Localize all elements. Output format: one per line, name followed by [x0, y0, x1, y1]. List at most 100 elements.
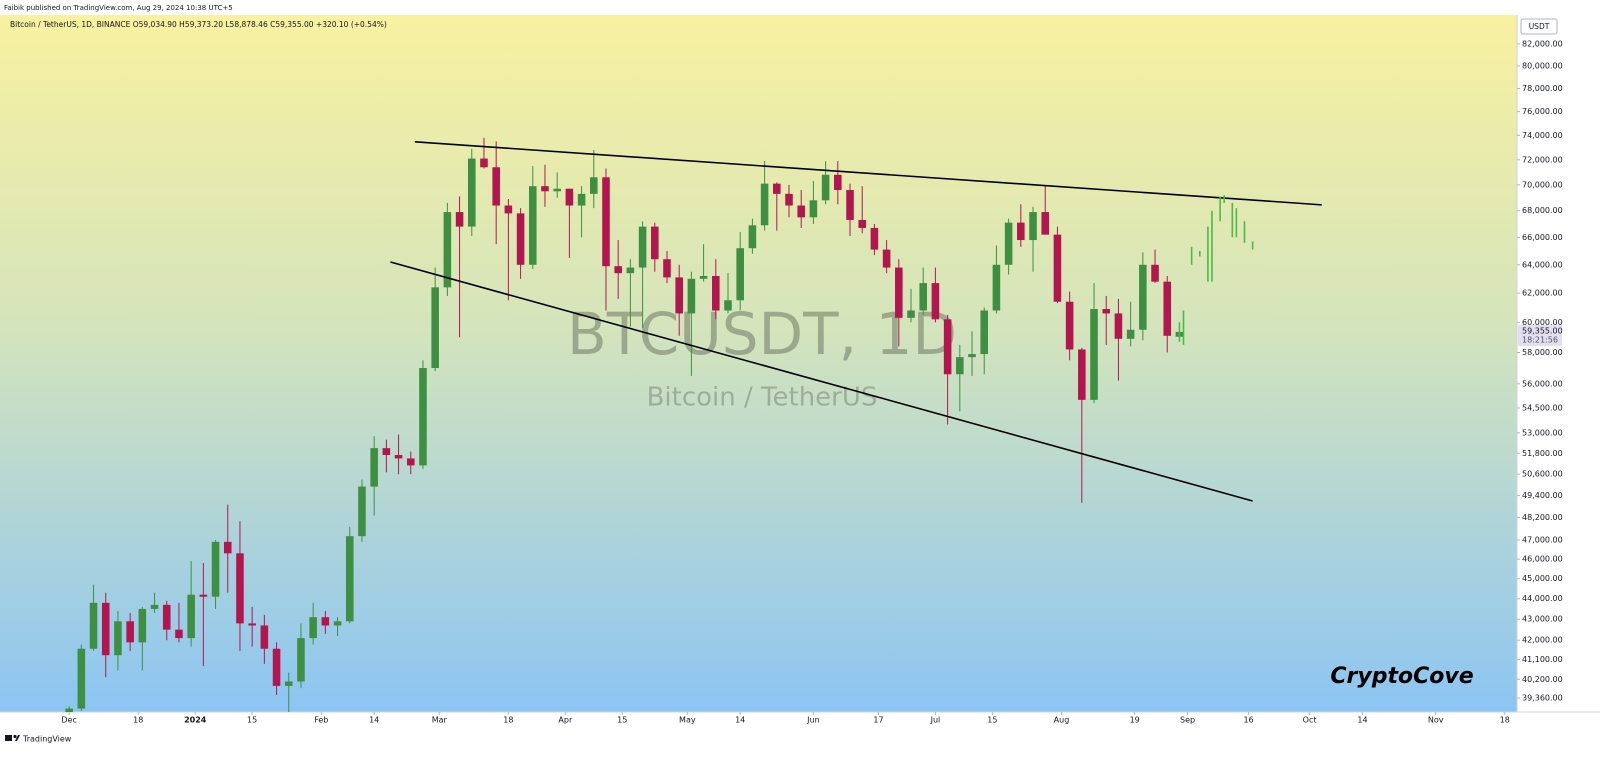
candle-body: [895, 267, 903, 318]
y-tick-label: 78,000.00: [1522, 84, 1563, 93]
last-price-label: 59,355.00: [1522, 326, 1563, 335]
last-price-badge: [1518, 324, 1562, 346]
candle-body: [248, 623, 256, 626]
candle-body: [614, 266, 622, 274]
y-tick-label: 70,000.00: [1522, 180, 1563, 189]
y-tick-label: 43,000.00: [1522, 615, 1563, 624]
candle-body: [748, 225, 757, 249]
y-tick-label: 45,000.00: [1522, 574, 1563, 583]
candle-body: [297, 638, 305, 682]
symbol-legend: Bitcoin / TetherUS, 1D, BINANCE O59,034.…: [10, 20, 387, 29]
candle-body: [187, 594, 195, 639]
x-tick-label: Feb: [314, 716, 328, 725]
candle-body: [1102, 309, 1111, 314]
candle-body: [138, 608, 147, 643]
candle-body: [321, 617, 330, 626]
candle-body: [382, 448, 391, 456]
y-tick-label: 62,000.00: [1522, 289, 1563, 298]
candle-body: [809, 200, 818, 218]
candle-body: [602, 177, 610, 267]
candle-body: [65, 708, 73, 712]
x-tick-label: 15: [247, 716, 257, 725]
y-tick-label: 51,800.00: [1522, 449, 1563, 458]
candle-body: [492, 167, 500, 206]
candle-body: [504, 205, 513, 214]
x-tick-label: 15: [987, 716, 997, 725]
y-tick-label: 60,000.00: [1522, 318, 1563, 327]
candle-body: [797, 205, 805, 218]
candle-body: [1090, 309, 1098, 400]
y-tick-label: 46,000.00: [1522, 555, 1563, 564]
x-tick-label: May: [679, 716, 696, 725]
candle-body: [101, 602, 110, 656]
candle-body: [175, 629, 183, 639]
trend-line: [390, 261, 1253, 502]
candle-body: [126, 621, 134, 643]
y-tick-label: 80,000.00: [1522, 61, 1563, 70]
currency-label[interactable]: USDT: [1529, 22, 1550, 31]
y-tick-label: 42,000.00: [1522, 636, 1563, 645]
candle-body: [260, 625, 269, 649]
y-tick-label: 54,500.00: [1522, 403, 1563, 412]
candle-body: [528, 186, 537, 265]
candle-body: [846, 190, 854, 220]
candle-body: [223, 541, 232, 554]
candle-body: [931, 283, 940, 320]
bar-countdown: 18:21:56: [1522, 335, 1558, 344]
description-watermark: Bitcoin / TetherUS: [647, 383, 878, 413]
y-tick-label: 41,100.00: [1522, 655, 1563, 664]
candle-body: [1065, 301, 1074, 350]
candle-body: [675, 277, 683, 314]
axes: 82,000.00 80,000.00 78,000.00 76,000.00 74,0…: [61, 39, 1562, 724]
candle-body: [541, 186, 549, 192]
y-tick-label: 47,000.00: [1522, 535, 1563, 544]
candle-body: [577, 193, 586, 206]
candle-body: [870, 227, 879, 250]
candle-body: [992, 264, 1001, 311]
trend-line: [414, 140, 1322, 206]
candle-body: [443, 212, 452, 288]
candle-body: [736, 248, 744, 301]
candle-body: [1041, 212, 1050, 235]
plot-area: [65, 137, 1322, 712]
y-tick-label: 64,000.00: [1522, 260, 1563, 269]
footer-brand: TradingView: [22, 735, 72, 744]
x-tick-label: Mar: [432, 716, 448, 725]
candle-body: [345, 536, 354, 622]
candle-body: [1114, 313, 1123, 339]
candle-body: [724, 300, 732, 311]
candle-body: [284, 681, 293, 686]
candle-body: [211, 541, 220, 597]
candle-body: [480, 158, 488, 168]
candle-body: [370, 448, 378, 487]
candle-body: [394, 455, 403, 459]
y-tick-label: 76,000.00: [1522, 107, 1563, 116]
candle-body: [821, 174, 830, 201]
x-tick-label: Jul: [930, 716, 941, 725]
candle-body: [1139, 264, 1147, 330]
candle-body: [590, 177, 598, 194]
candle-body: [455, 212, 464, 227]
signature: CryptoCove: [1330, 664, 1473, 689]
candle-body: [516, 213, 525, 265]
candle-body: [162, 604, 171, 630]
y-tick-label: 48,200.00: [1522, 513, 1563, 522]
y-tick-label: 53,000.00: [1522, 428, 1563, 437]
candle-body: [114, 621, 122, 656]
y-tick-label: 50,600.00: [1522, 470, 1563, 479]
y-tick-label: 56,000.00: [1522, 379, 1563, 388]
y-tick-label: 72,000.00: [1522, 155, 1563, 164]
x-tick-label: 18: [1500, 716, 1510, 725]
y-tick-label: 58,000.00: [1522, 348, 1563, 357]
x-tick-label: Oct: [1303, 716, 1317, 725]
candle-body: [333, 621, 342, 626]
currency-box[interactable]: [1520, 18, 1558, 35]
candle-body: [1029, 212, 1037, 241]
candle-body: [956, 357, 964, 375]
y-tick-label: 68,000.00: [1522, 206, 1563, 215]
candle-body: [565, 188, 574, 206]
y-tick-label: 40,200.00: [1522, 675, 1563, 684]
publish-header: Faibik published on TradingView.com, Aug…: [4, 4, 233, 12]
